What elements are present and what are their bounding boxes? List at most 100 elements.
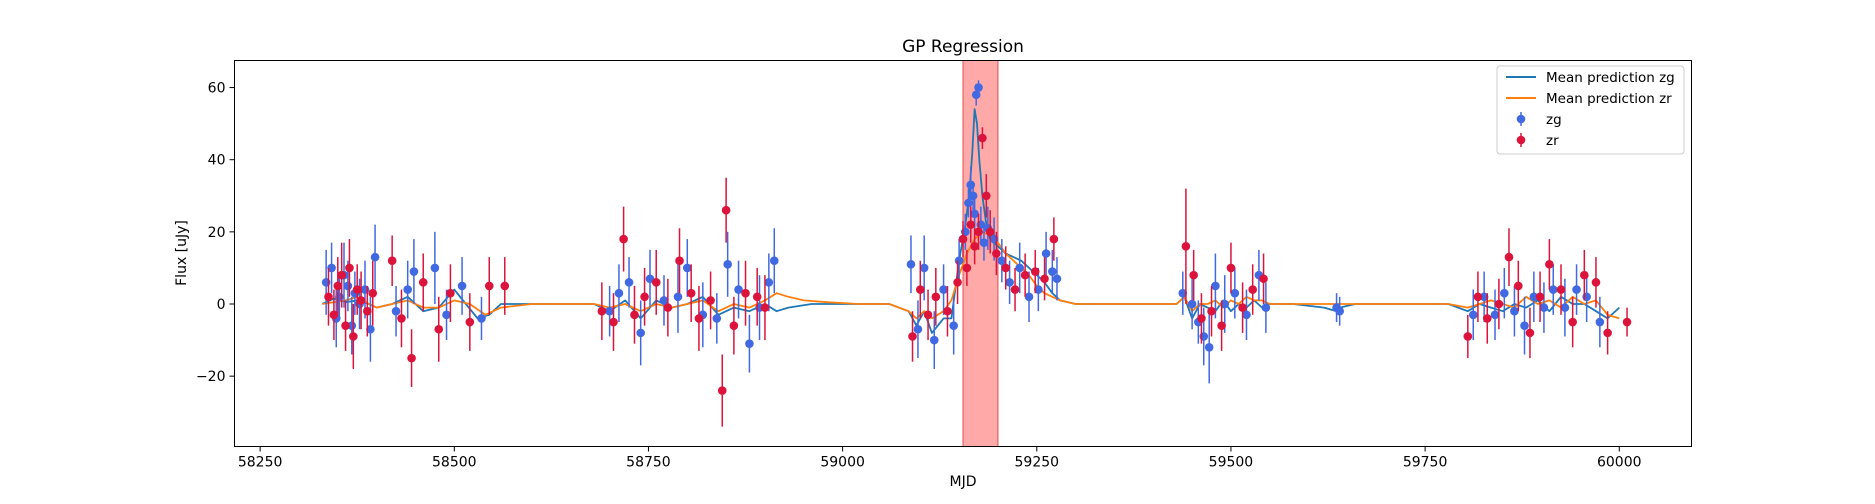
zr-point xyxy=(1040,274,1049,284)
zr-point xyxy=(1622,317,1632,327)
zg-point xyxy=(391,306,401,316)
zr-point xyxy=(943,306,952,316)
zr-point xyxy=(500,281,510,291)
zr-point xyxy=(752,292,762,302)
zr-point xyxy=(1010,285,1020,294)
zr-point xyxy=(981,191,991,201)
zg-point xyxy=(1220,299,1230,309)
zg-point xyxy=(712,314,722,323)
zr-point xyxy=(337,270,346,280)
zr-point xyxy=(397,314,406,323)
zg-point xyxy=(1178,288,1188,298)
zr-point xyxy=(1217,321,1226,330)
zr-point xyxy=(1580,270,1589,280)
zr-point xyxy=(931,292,941,302)
zg-point xyxy=(409,267,419,276)
zg-point xyxy=(1024,292,1034,302)
zg-point xyxy=(1539,303,1549,312)
zg-point xyxy=(979,238,989,247)
zr-point xyxy=(651,278,661,287)
zr-point xyxy=(597,306,607,316)
zg-point xyxy=(1510,306,1519,316)
zr-point xyxy=(1504,252,1514,262)
zr-point xyxy=(1482,314,1492,323)
zg-point xyxy=(457,281,467,291)
zr-point xyxy=(706,296,715,305)
zg-point xyxy=(659,296,669,305)
zr-point xyxy=(1525,328,1535,338)
zr-point xyxy=(1463,332,1473,341)
zr-point xyxy=(1049,234,1059,244)
zg-point xyxy=(968,191,978,201)
zg-point xyxy=(614,288,624,298)
zr-point xyxy=(1189,270,1198,280)
zr-point xyxy=(434,324,444,334)
zg-point xyxy=(1548,285,1558,294)
x-tick-label: 59000 xyxy=(820,455,865,471)
zg-point xyxy=(1468,310,1478,320)
zg-point xyxy=(343,281,353,291)
zg-point xyxy=(1034,285,1043,294)
legend-label: Mean prediction zr xyxy=(1546,91,1672,107)
zr-point xyxy=(970,241,979,251)
zg-point xyxy=(1230,288,1240,298)
zr-point xyxy=(1020,270,1030,280)
y-tick-label: 60 xyxy=(208,81,226,97)
zg-point xyxy=(745,339,754,348)
zr-point xyxy=(962,263,972,273)
chart-title: GP Regression xyxy=(902,37,1024,57)
zg-point xyxy=(1015,263,1024,273)
zg-point xyxy=(327,263,336,273)
zr-point xyxy=(760,303,770,312)
zr-point xyxy=(407,353,416,363)
zr-point xyxy=(1473,292,1483,302)
legend-label: Mean prediction zg xyxy=(1546,70,1675,86)
zg-point xyxy=(1048,267,1057,276)
zr-point xyxy=(1591,278,1601,287)
zr-point xyxy=(324,292,333,302)
zr-point xyxy=(619,234,628,244)
zr-point xyxy=(1535,292,1545,302)
zr-point xyxy=(1556,285,1566,294)
zr-point xyxy=(356,296,366,305)
zg-point xyxy=(430,263,440,273)
x-tick-label: 59750 xyxy=(1403,455,1448,471)
zg-point xyxy=(682,263,692,273)
zr-point xyxy=(686,288,696,298)
zr-point xyxy=(333,281,343,291)
zg-point xyxy=(1520,321,1529,330)
zg-point xyxy=(1572,285,1581,294)
zg-point xyxy=(605,306,614,316)
zg-point xyxy=(734,285,743,294)
zr-point xyxy=(694,314,704,323)
zg-point xyxy=(974,83,983,92)
zg-point xyxy=(919,263,929,273)
x-tick-label: 59500 xyxy=(1209,455,1254,471)
zr-point xyxy=(1248,285,1257,294)
zg-point xyxy=(624,278,634,287)
zr-point xyxy=(640,292,649,302)
zr-point xyxy=(729,321,739,330)
zr-point xyxy=(663,303,673,312)
zr-point xyxy=(363,306,372,316)
zg-point xyxy=(929,335,939,345)
zg-point xyxy=(1204,342,1214,352)
zr-point xyxy=(721,205,731,215)
plot-frame xyxy=(234,60,1692,447)
zr-point xyxy=(915,285,925,294)
x-tick-label: 58750 xyxy=(626,455,671,471)
zr-point xyxy=(329,310,339,320)
zg-point xyxy=(366,324,375,334)
zr-point xyxy=(1207,306,1216,316)
zg-point xyxy=(913,324,923,334)
y-tick-label: 20 xyxy=(208,225,226,241)
zr-point xyxy=(717,386,727,395)
legend-marker-swatch xyxy=(1516,135,1526,145)
zg-point xyxy=(370,252,380,262)
zr-point xyxy=(1545,260,1554,269)
zr-point xyxy=(418,278,428,287)
zr-point xyxy=(465,317,475,327)
zr-point xyxy=(985,227,995,237)
zg-point xyxy=(636,328,645,338)
